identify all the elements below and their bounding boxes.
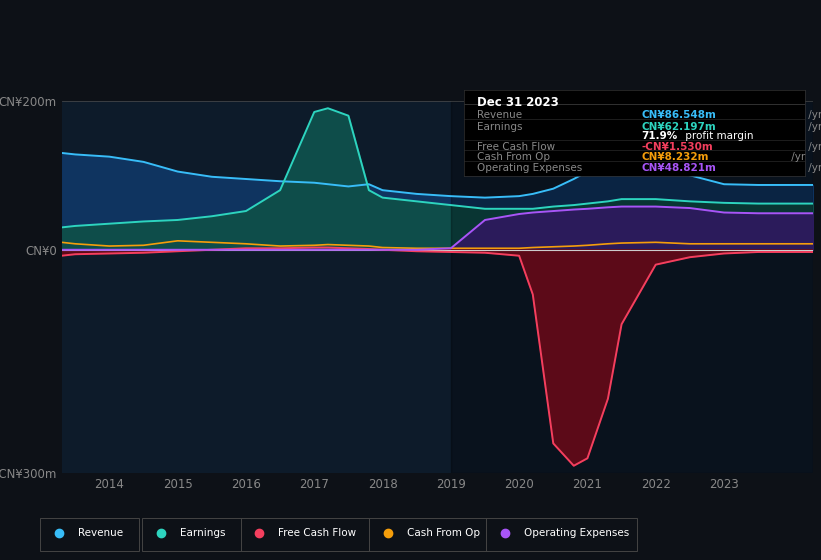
Text: /yr: /yr (805, 164, 821, 174)
Text: Revenue: Revenue (78, 529, 123, 538)
Text: Earnings: Earnings (180, 529, 226, 538)
Text: CN¥62.197m: CN¥62.197m (641, 122, 716, 132)
Text: /yr: /yr (788, 152, 805, 162)
Text: /yr: /yr (805, 122, 821, 132)
Text: Cash From Op: Cash From Op (478, 152, 551, 162)
Text: Dec 31 2023: Dec 31 2023 (478, 96, 559, 109)
Text: Free Cash Flow: Free Cash Flow (278, 529, 356, 538)
Text: /yr: /yr (805, 110, 821, 120)
Text: CN¥8.232m: CN¥8.232m (641, 152, 709, 162)
Text: Operating Expenses: Operating Expenses (524, 529, 629, 538)
Text: profit margin: profit margin (682, 131, 754, 141)
Text: -CN¥1.530m: -CN¥1.530m (641, 142, 713, 152)
Bar (451, 101, 813, 473)
Text: Free Cash Flow: Free Cash Flow (478, 142, 556, 152)
Text: Earnings: Earnings (478, 122, 523, 132)
Text: CN¥48.821m: CN¥48.821m (641, 164, 716, 174)
Text: CN¥86.548m: CN¥86.548m (641, 110, 716, 120)
Text: Cash From Op: Cash From Op (406, 529, 479, 538)
Text: /yr: /yr (805, 142, 821, 152)
Text: Operating Expenses: Operating Expenses (478, 164, 583, 174)
Text: 71.9%: 71.9% (641, 131, 677, 141)
Text: Revenue: Revenue (478, 110, 523, 120)
